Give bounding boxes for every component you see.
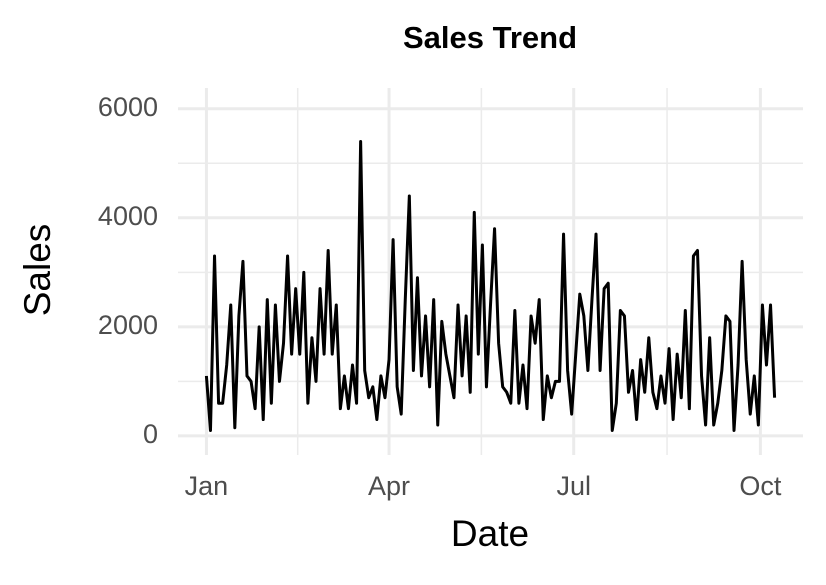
y-tick-label: 4000 — [98, 201, 158, 231]
x-tick-label: Jul — [556, 471, 591, 501]
y-tick-label: 2000 — [98, 310, 158, 340]
x-axis-label: Date — [451, 513, 529, 554]
x-tick-label: Apr — [368, 471, 410, 501]
y-tick-label: 6000 — [98, 92, 158, 122]
x-tick-label: Oct — [739, 471, 782, 501]
x-tick-label: Jan — [185, 471, 229, 501]
line-series — [204, 139, 777, 432]
chart-title: Sales Trend — [403, 20, 577, 55]
y-tick-label: 0 — [143, 419, 158, 449]
y-axis-label: Sales — [17, 224, 58, 317]
